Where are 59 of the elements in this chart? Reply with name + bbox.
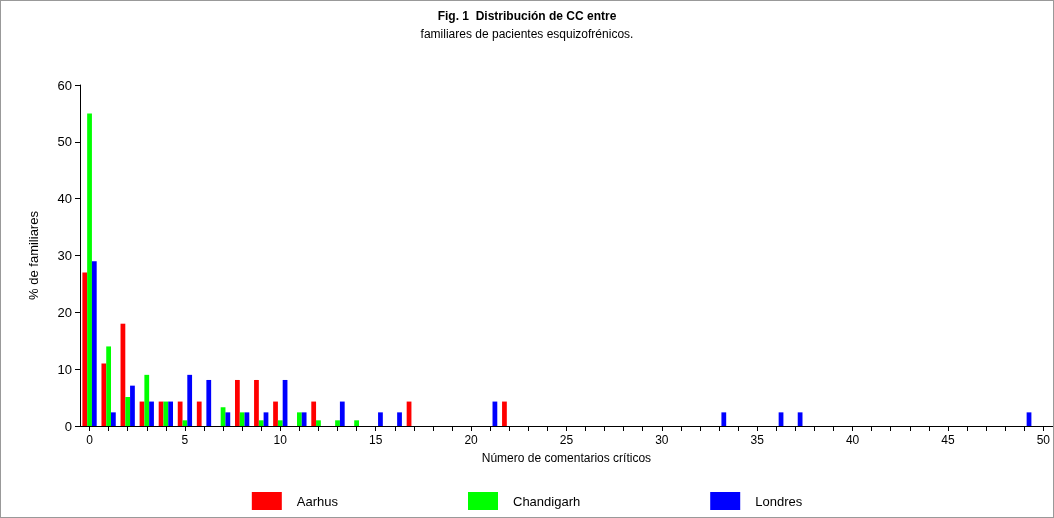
bar	[206, 379, 212, 426]
chart-subtitle: familiares de pacientes esquizofrénicos.	[420, 27, 634, 41]
x-tick-label: 40	[845, 433, 860, 447]
x-tick-label: 15	[369, 433, 383, 447]
bar	[101, 363, 107, 426]
bar	[111, 412, 116, 426]
bar	[258, 420, 264, 426]
bar	[273, 401, 278, 426]
bar	[82, 272, 88, 426]
bar	[721, 412, 727, 426]
bar	[144, 374, 150, 426]
x-tick-label: 20	[464, 433, 479, 447]
bar	[311, 401, 317, 426]
bar	[149, 401, 154, 426]
x-tick-label: 35	[750, 433, 765, 447]
legend-label: Aarhus	[296, 493, 339, 509]
x-tick-label: 25	[559, 433, 574, 447]
x-axis-title: Número de comentarios críticos	[481, 451, 652, 465]
bar	[187, 374, 193, 426]
x-tick-label: 50	[1036, 433, 1051, 447]
x-tick-label: 5	[181, 433, 189, 447]
bar	[296, 412, 302, 426]
chart-title: Fig. 1 Distribución de CC entre	[437, 9, 617, 23]
y-axis-title: % de familiares	[26, 210, 41, 300]
bar	[316, 420, 321, 426]
y-tick-label: 60	[57, 77, 72, 93]
bar	[502, 401, 507, 426]
y-tick-label: 10	[57, 361, 72, 377]
y-tick-label: 0	[64, 418, 72, 434]
legend-label: Londres	[755, 493, 803, 509]
bar	[397, 412, 402, 426]
x-tick-label: 0	[86, 433, 94, 447]
y-tick-label: 20	[57, 304, 72, 320]
legend-label: Chandigarh	[513, 493, 581, 509]
y-tick-label: 50	[57, 134, 72, 150]
bar	[125, 397, 131, 426]
x-tick-label: 45	[941, 433, 955, 447]
bar	[254, 379, 259, 426]
bar	[335, 420, 340, 426]
bar	[378, 412, 383, 426]
bar	[130, 385, 135, 426]
y-tick-label: 40	[57, 191, 72, 207]
bar	[301, 412, 307, 426]
x-tick-label: 10	[273, 433, 288, 447]
bar	[168, 401, 173, 426]
bar	[234, 379, 240, 426]
bar	[239, 412, 245, 426]
bar	[196, 401, 202, 426]
bar	[91, 261, 97, 426]
x-tick-label: 30	[655, 433, 669, 447]
y-tick-label: 30	[57, 248, 72, 263]
bar	[177, 401, 183, 426]
bar	[106, 346, 111, 426]
bar	[277, 420, 283, 426]
bar	[339, 401, 345, 426]
bar	[354, 420, 359, 426]
bar	[225, 412, 231, 426]
bar	[163, 401, 169, 426]
bar	[87, 113, 92, 426]
